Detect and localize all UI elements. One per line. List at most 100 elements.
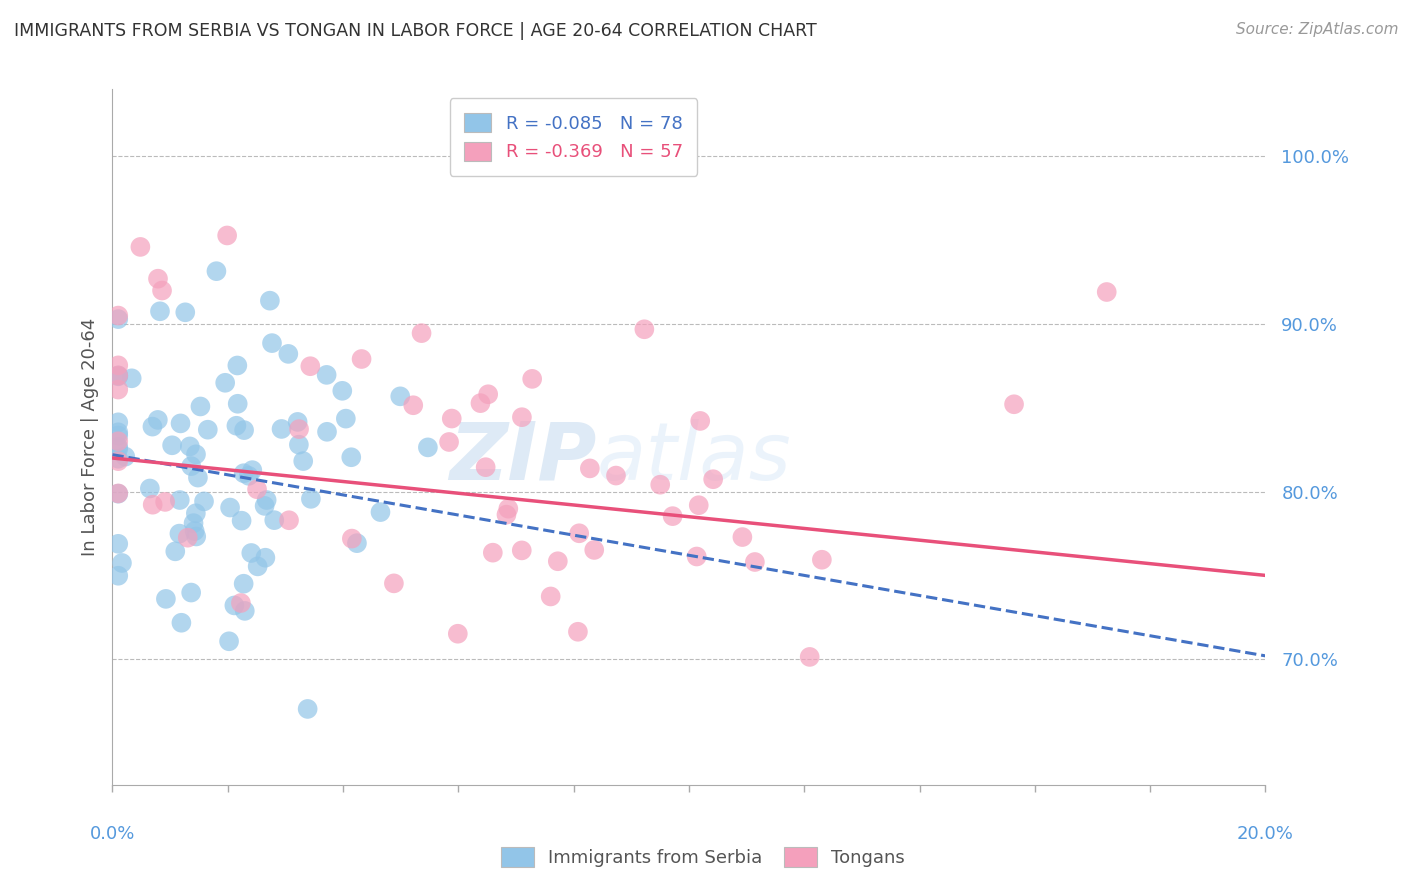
Point [107,428,129,442]
Point [447,626,470,640]
Point [315,368,337,382]
Point [437,434,460,449]
Point [186,529,208,543]
Point [263,513,285,527]
Point [142,498,165,512]
Point [150,284,173,298]
Point [146,271,169,285]
Point [474,460,496,475]
Point [811,552,834,566]
Point [583,543,606,558]
Point [183,516,205,530]
Point [340,450,363,465]
Point [299,359,322,374]
Point [107,451,129,466]
Point [340,532,363,546]
Point [107,537,129,551]
Point [107,486,129,500]
Point [226,397,249,411]
Point [107,359,129,373]
Point [370,505,392,519]
Point [107,368,129,383]
Point [107,486,129,500]
Point [238,468,260,483]
Point [547,554,569,568]
Point [256,493,278,508]
Point [218,634,240,648]
Point [579,461,602,475]
Point [107,425,129,440]
Point [335,411,357,425]
Point [169,417,191,431]
Point [270,422,292,436]
Point [277,347,299,361]
Point [187,470,209,484]
Y-axis label: In Labor Force | Age 20-64: In Labor Force | Age 20-64 [80,318,98,557]
Text: atlas: atlas [596,419,792,497]
Point [107,454,129,468]
Point [688,498,710,512]
Point [225,418,247,433]
Point [260,336,283,351]
Point [633,322,655,336]
Point [229,596,252,610]
Point [240,546,263,560]
Point [288,438,311,452]
Point [316,425,339,439]
Point [650,477,672,491]
Point [205,264,228,278]
Point [160,438,183,452]
Point [129,240,152,254]
Point [246,482,269,496]
Point [226,359,249,373]
Point [217,228,239,243]
Point [107,312,129,326]
Point [482,546,505,560]
Point [233,604,256,618]
Point [510,410,533,425]
Point [411,326,433,340]
Point [254,550,277,565]
Point [107,309,129,323]
Point [214,376,236,390]
Point [165,544,187,558]
Point [470,396,492,410]
Legend: Immigrants from Serbia, Tongans: Immigrants from Serbia, Tongans [494,839,912,874]
Point [107,568,129,582]
Point [184,447,207,461]
Point [232,576,254,591]
Point [107,383,129,397]
Point [107,415,129,429]
Point [568,526,591,541]
Point [107,434,129,449]
Legend: R = -0.085   N = 78, R = -0.369   N = 57: R = -0.085 N = 78, R = -0.369 N = 57 [450,98,697,176]
Point [107,369,129,384]
Point [190,400,212,414]
Point [402,398,425,412]
Point [540,590,562,604]
Point [440,411,463,425]
Point [799,649,821,664]
Point [288,422,311,436]
Point [184,506,207,520]
Point [153,495,176,509]
Point [259,293,281,308]
Point [141,419,163,434]
Point [224,599,246,613]
Point [149,304,172,318]
Point [232,467,254,481]
Point [389,389,412,403]
Point [180,585,202,599]
Point [1002,397,1025,411]
Point [170,615,193,630]
Point [183,524,205,538]
Point [107,368,129,383]
Point [193,494,215,508]
Point [292,454,315,468]
Point [179,439,201,453]
Text: 0.0%: 0.0% [90,825,135,843]
Point [299,491,322,506]
Point [350,351,373,366]
Text: IMMIGRANTS FROM SERBIA VS TONGAN IN LABOR FORCE | AGE 20-64 CORRELATION CHART: IMMIGRANTS FROM SERBIA VS TONGAN IN LABO… [14,22,817,40]
Text: 20.0%: 20.0% [1237,825,1294,843]
